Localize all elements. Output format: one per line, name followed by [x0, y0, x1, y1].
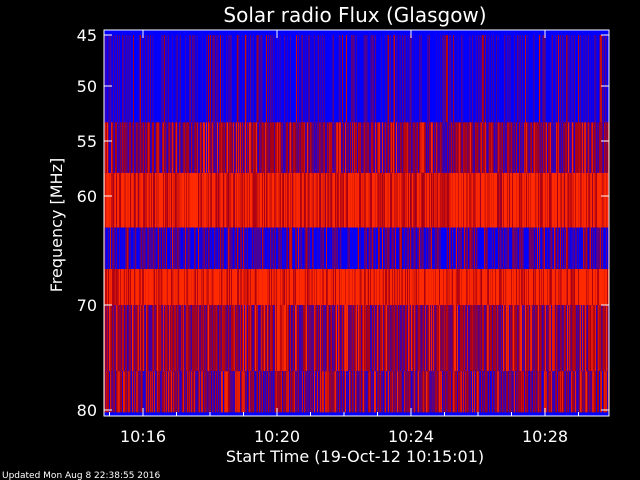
- x-tick-label: 10:28: [522, 427, 568, 446]
- y-tick-label: 60: [77, 187, 97, 206]
- updated-timestamp: Updated Mon Aug 8 22:38:55 2016: [2, 471, 160, 480]
- plot-frame: [103, 29, 610, 417]
- y-tick-label: 55: [77, 132, 97, 151]
- x-tick-label: 10:20: [254, 427, 300, 446]
- y-tick-label: 70: [77, 296, 97, 315]
- plot-area: [103, 29, 610, 417]
- band-3: [104, 172, 610, 228]
- band-4: [104, 227, 610, 270]
- band-1: [104, 35, 610, 123]
- y-tick-label: 50: [77, 77, 97, 96]
- y-tick-label: 45: [77, 26, 97, 45]
- x-tick-label: 10:16: [120, 427, 166, 446]
- band-5: [104, 269, 610, 305]
- x-tick-label: 10:24: [388, 427, 434, 446]
- y-axis-label: Frequency [MHz]: [47, 158, 66, 292]
- x-axis-label: Start Time (19-Oct-12 10:15:01): [226, 447, 484, 466]
- band-7: [104, 371, 610, 413]
- chart-title: Solar radio Flux (Glasgow): [223, 3, 486, 27]
- band-2: [104, 122, 610, 173]
- x-axis: 10:16 10:20 10:24 10:28: [109, 30, 579, 446]
- y-tick-label: 80: [77, 401, 97, 420]
- y-axis: 45 50 55 60 70 80: [77, 26, 609, 420]
- band-6: [104, 305, 610, 372]
